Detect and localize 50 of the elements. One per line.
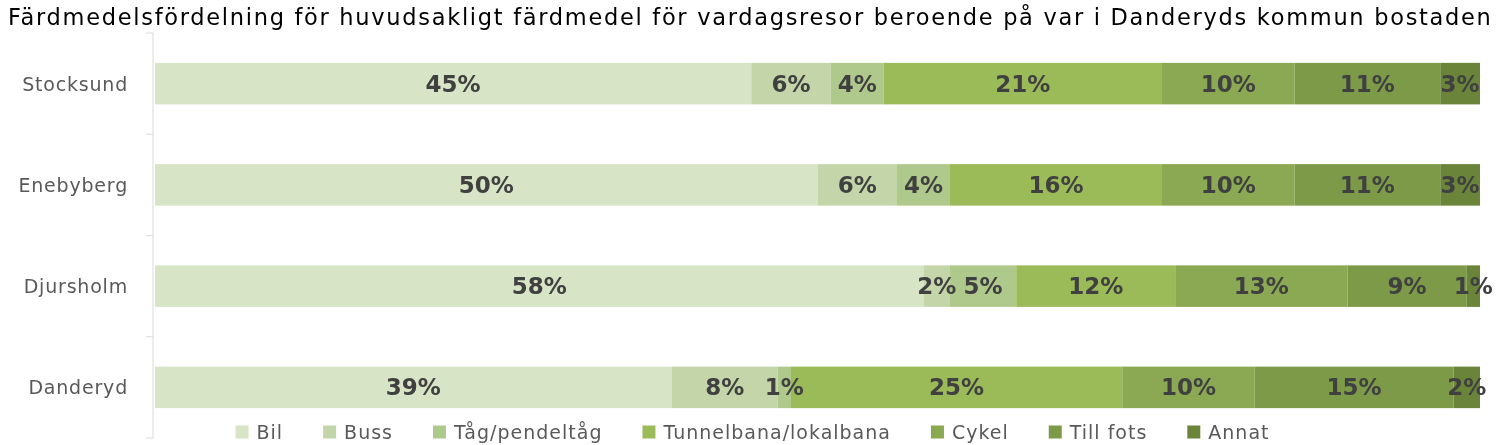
data-label: 50% xyxy=(458,171,514,198)
legend-label: Annat xyxy=(1208,421,1270,443)
data-label: 5% xyxy=(963,273,1003,300)
bar xyxy=(155,164,818,206)
bar xyxy=(1175,265,1348,307)
data-label: 58% xyxy=(511,273,567,300)
legend-label: Cykel xyxy=(951,421,1009,443)
data-label: 10% xyxy=(1200,70,1256,97)
bar xyxy=(155,366,672,409)
data-label: 16% xyxy=(1028,171,1084,198)
bar xyxy=(1162,164,1295,206)
data-label: 4% xyxy=(903,171,944,198)
legend-label: Buss xyxy=(344,421,393,443)
data-label: 6% xyxy=(771,70,811,97)
data-label: 13% xyxy=(1233,273,1289,300)
data-label: 39% xyxy=(385,374,441,401)
bar xyxy=(1162,62,1295,105)
data-label: 45% xyxy=(425,70,481,97)
bar xyxy=(155,62,752,105)
bar xyxy=(1122,366,1255,409)
data-label: 10% xyxy=(1200,171,1256,198)
legend-label: Bil xyxy=(256,421,284,443)
data-label: 6% xyxy=(837,171,877,198)
data-label: 21% xyxy=(995,70,1051,97)
data-label: 25% xyxy=(929,374,985,401)
data-label: 3% xyxy=(1440,171,1480,198)
data-label: 11% xyxy=(1339,70,1395,97)
data-label: 4% xyxy=(837,70,877,97)
data-label: 8% xyxy=(705,374,745,401)
data-label: 9% xyxy=(1387,273,1427,300)
bar xyxy=(950,164,1162,206)
data-label: 12% xyxy=(1068,273,1124,300)
legend-label: Tunnelbana/lokalbana xyxy=(662,421,891,443)
y-tick-label: Danderyd xyxy=(28,376,128,399)
data-label: 3% xyxy=(1440,70,1480,97)
data-label: 10% xyxy=(1160,374,1217,401)
y-tick-label: Djursholm xyxy=(23,275,128,298)
data-label: 11% xyxy=(1339,171,1395,198)
legend-label: Till fots xyxy=(1068,421,1148,443)
bar xyxy=(1016,265,1176,307)
data-label: 15% xyxy=(1326,374,1382,401)
chart-title: Färdmedelsfördelning för huvudsakligt färdmedel för vardagsresor beroende på var i Danderyds kommun bostaden xyxy=(8,3,1493,30)
bar xyxy=(1294,164,1441,206)
data-label: 2% xyxy=(917,273,957,300)
legend-label: Tåg/pendeltåg xyxy=(452,421,603,443)
y-tick-label: Enebyberg xyxy=(18,173,128,196)
bar xyxy=(1294,62,1441,105)
bar xyxy=(883,62,1162,105)
y-tick-label: Stocksund xyxy=(22,72,128,95)
data-label: 1% xyxy=(764,374,804,401)
